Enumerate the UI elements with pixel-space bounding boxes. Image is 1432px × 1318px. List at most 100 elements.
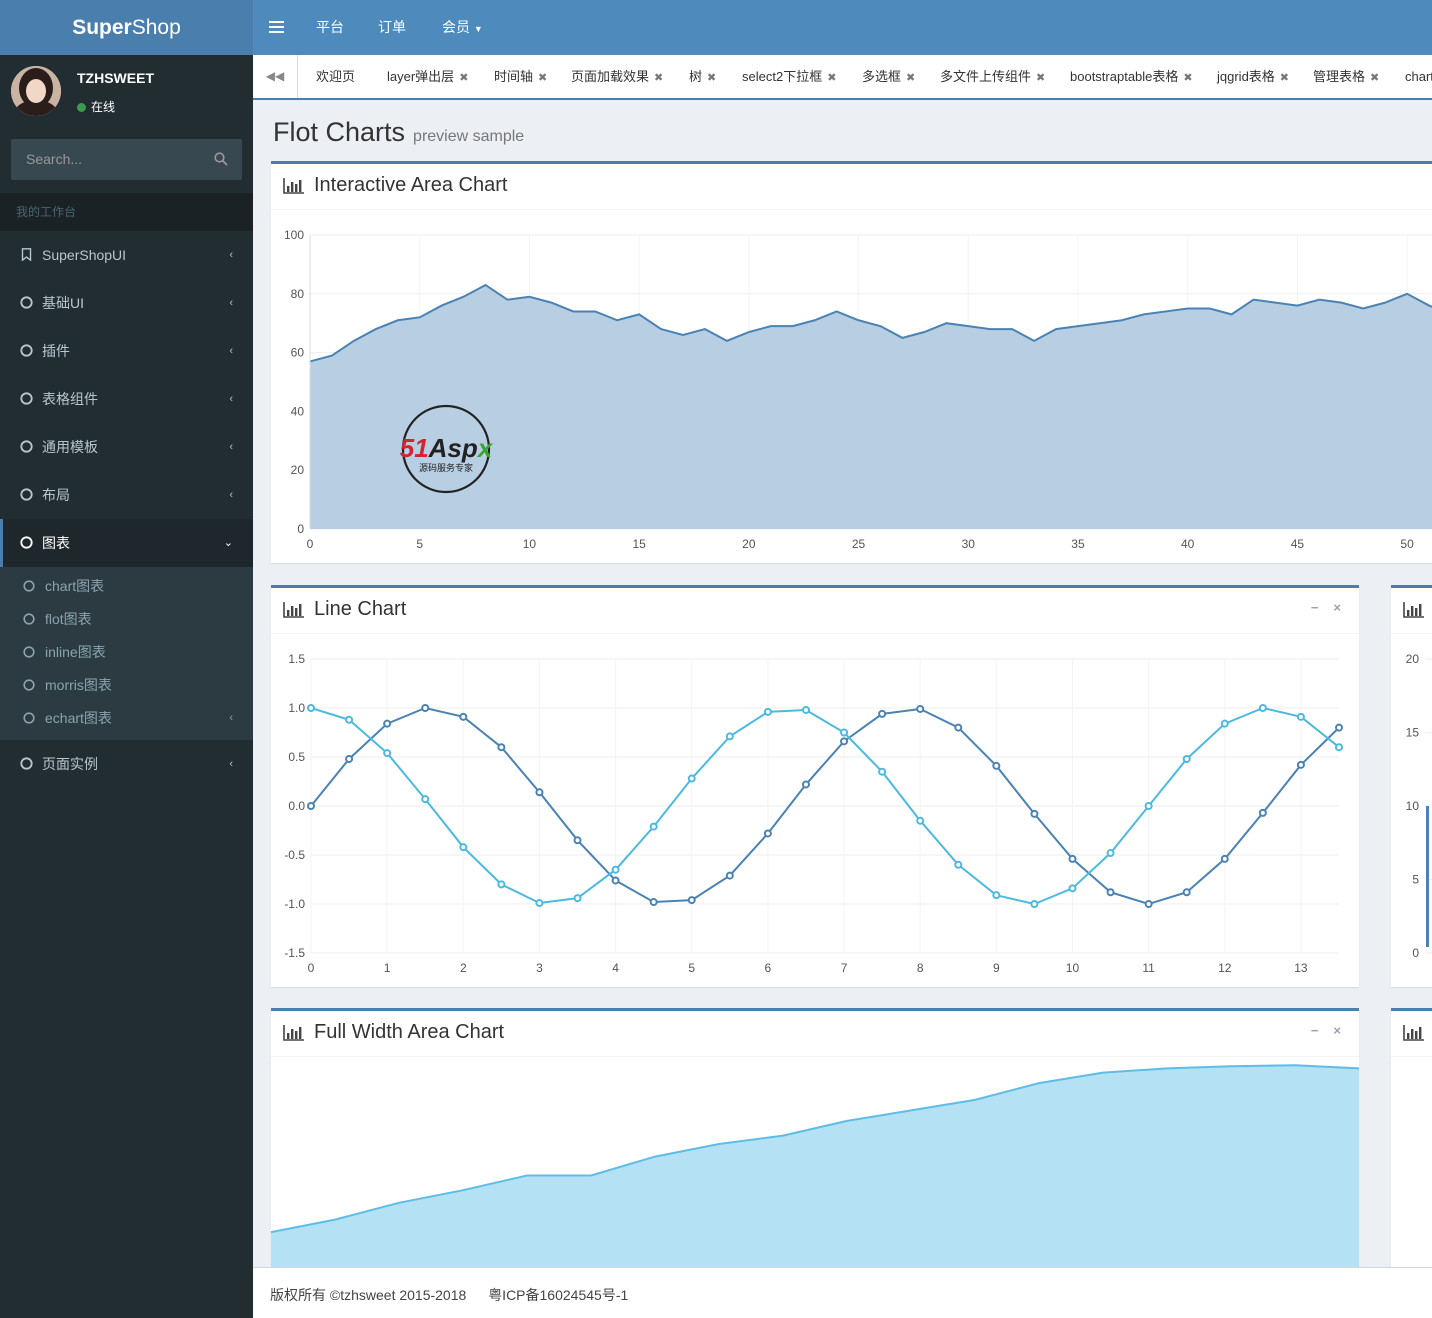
x-tick-label: 0 [307, 537, 314, 551]
circle-icon [23, 580, 35, 592]
data-point [992, 761, 1001, 770]
close-icon[interactable]: ✖ [906, 72, 916, 84]
y-tick-label: 0 [297, 522, 304, 536]
tab-checkbox[interactable]: 多选框 ✖ [862, 69, 916, 84]
tab-page-loading[interactable]: 页面加载效果 ✖ [571, 69, 664, 84]
data-point [1220, 854, 1229, 863]
close-icon[interactable]: ✖ [1036, 72, 1046, 84]
line-chart-box: Line Chart − × 1.5 1.0 0.5 0.0 -0.5 -1.0 -1.5 0 1… [271, 585, 1359, 987]
menu-toggle-icon[interactable] [269, 18, 284, 36]
close-button[interactable]: × [1333, 600, 1341, 615]
close-icon[interactable]: ✖ [707, 72, 717, 84]
sidebar-search-input[interactable]: Search... [11, 139, 242, 180]
x-tick-label: 9 [993, 961, 1000, 975]
tab-welcome[interactable]: 欢迎页 [316, 69, 356, 84]
submenu-item-chart[interactable]: chart图表 [0, 570, 253, 603]
series-line [310, 706, 1340, 906]
sidebar-item-charts[interactable]: 图表 ⌄ [0, 519, 253, 567]
box-title: Full Width Area Chart [314, 1021, 505, 1043]
sidebar: TZHSWEET 在线 Search... 我的工作台 SuperShopUI ‹… [0, 55, 253, 1318]
tab-tree[interactable]: 树 ✖ [689, 69, 717, 84]
tab-jqgrid[interactable]: jqgrid表格 ✖ [1217, 69, 1290, 84]
search-icon[interactable] [214, 152, 228, 166]
y-tick-label: 60 [291, 346, 305, 360]
data-point [649, 898, 658, 907]
sidebar-item-plugins[interactable]: 插件 ‹ [0, 327, 253, 375]
svg-text:源码服务专家: 源码服务专家 [419, 462, 473, 473]
data-point [535, 788, 544, 797]
y-tick-label: 15 [1406, 726, 1420, 740]
data-point [421, 795, 430, 804]
data-point [1182, 888, 1191, 897]
data-point [763, 829, 772, 838]
data-point [307, 704, 315, 712]
box-header: Full Width Area Chart − × [271, 1011, 1359, 1057]
circle-icon [23, 613, 35, 625]
data-point [497, 743, 506, 752]
data-point [763, 707, 772, 716]
app-logo[interactable]: SuperShop [0, 0, 253, 55]
data-point [345, 715, 354, 724]
x-tick-label: 35 [1071, 537, 1085, 551]
data-point [573, 836, 582, 845]
submenu-item-morris[interactable]: morris图表 [0, 669, 253, 702]
nav-item-platform[interactable]: 平台 [316, 19, 344, 35]
tab-chart[interactable]: chart [1405, 69, 1432, 84]
data-point [1106, 849, 1115, 858]
x-tick-label: 45 [1291, 537, 1305, 551]
user-name: TZHSWEET [77, 70, 154, 86]
data-point [1144, 900, 1153, 908]
y-tick-label: -0.5 [284, 848, 305, 862]
close-button[interactable]: × [1333, 1023, 1341, 1038]
content-area: Flot Charts preview sample Interactive Ar… [253, 100, 1432, 1267]
tab-manage-table[interactable]: 管理表格 ✖ [1313, 69, 1380, 84]
interactive-area-chart: 0 20 40 60 80 100 0 5 10 15 20 25 30 35 40 45 50 51Aspx源码… [284, 228, 1432, 551]
submenu-item-flot[interactable]: flot图表 [0, 603, 253, 636]
close-icon[interactable]: ✖ [538, 72, 548, 84]
data-point [1030, 809, 1039, 818]
sidebar-item-basic-ui[interactable]: 基础UI ‹ [0, 279, 253, 327]
data-point [954, 860, 963, 869]
sidebar-item-page-examples[interactable]: 页面实例 ‹ [0, 740, 253, 788]
tab-bootstraptable[interactable]: bootstraptable表格 ✖ [1070, 69, 1193, 84]
x-tick-label: 10 [1066, 961, 1080, 975]
close-icon[interactable]: ✖ [459, 72, 469, 84]
submenu-item-echart[interactable]: echart图表 ‹ [0, 702, 253, 735]
nav-item-orders[interactable]: 订单 [378, 19, 406, 35]
sidebar-item-templates[interactable]: 通用模板 ‹ [0, 423, 253, 471]
data-point [954, 723, 963, 732]
sidebar-item-supershopui[interactable]: SuperShopUI ‹ [0, 231, 253, 279]
x-tick-label: 11 [1142, 961, 1155, 975]
circle-icon [20, 536, 33, 549]
sidebar-item-table-components[interactable]: 表格组件 ‹ [0, 375, 253, 423]
tab-file-upload[interactable]: 多文件上传组件 ✖ [940, 69, 1046, 84]
y-tick-label: 40 [291, 404, 305, 418]
sidebar-item-layout[interactable]: 布局 ‹ [0, 471, 253, 519]
close-icon[interactable]: ✖ [1183, 72, 1193, 84]
close-icon[interactable]: ✖ [827, 72, 837, 84]
close-icon[interactable]: ✖ [1279, 72, 1290, 84]
close-icon[interactable]: ✖ [1370, 72, 1380, 84]
close-icon[interactable]: ✖ [654, 72, 664, 84]
y-tick-label: 1.5 [288, 652, 305, 666]
y-tick-label: 100 [284, 228, 304, 242]
box-tools: − × [1296, 600, 1341, 615]
data-point [421, 704, 430, 712]
data-point [459, 843, 468, 852]
nav-item-members[interactable]: 会员 ▼ [442, 19, 483, 35]
minimize-button[interactable]: − [1310, 1023, 1319, 1038]
tab-select2[interactable]: select2下拉框 ✖ [742, 69, 837, 84]
data-point [459, 712, 468, 721]
y-tick-label: 20 [1406, 652, 1420, 666]
data-point [992, 891, 1001, 900]
chevron-left-icon: ‹ [229, 393, 233, 405]
data-point [497, 880, 506, 889]
submenu-item-inline[interactable]: inline图表 [0, 636, 253, 669]
tabs-scroll-left-button[interactable]: ◀◀ [253, 55, 298, 98]
tab-layer[interactable]: layer弹出层 ✖ [387, 69, 469, 84]
data-point [1335, 723, 1343, 732]
online-dot-icon [77, 103, 86, 112]
box-header [1391, 588, 1432, 634]
tab-timeline[interactable]: 时间轴 ✖ [494, 69, 548, 84]
minimize-button[interactable]: − [1310, 600, 1319, 615]
